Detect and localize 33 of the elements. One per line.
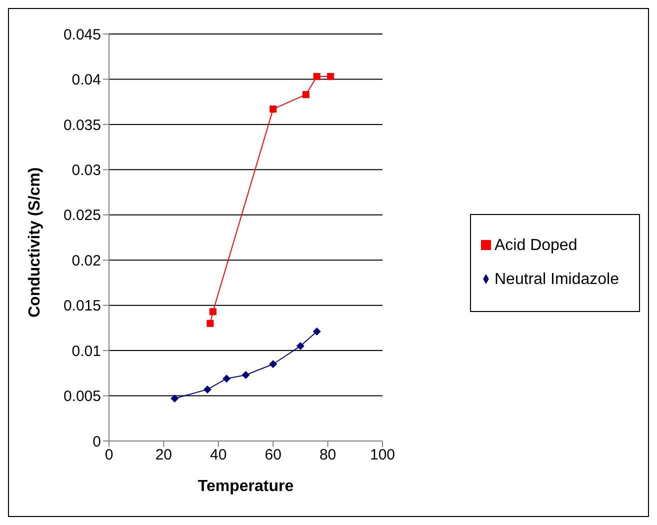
point <box>312 328 321 336</box>
x-tick-label: 0 <box>104 446 114 464</box>
point <box>313 73 320 80</box>
point <box>296 342 304 350</box>
x-axis-title: Temperature <box>198 478 294 495</box>
x-tick-label: 40 <box>210 446 227 464</box>
point <box>209 308 216 316</box>
legend-label: Acid Doped <box>494 236 578 254</box>
y-tick-label: 0.035 <box>63 116 101 134</box>
point <box>327 73 334 80</box>
y-tick-label: 0.025 <box>63 207 101 224</box>
y-tick-label: 0 <box>92 433 101 450</box>
point <box>270 106 277 113</box>
y-tick-label: 0.01 <box>72 342 101 360</box>
x-tick-label: 20 <box>155 446 172 464</box>
y-tick-label: 0.03 <box>72 162 101 179</box>
y-tick-label: 0.015 <box>63 298 101 315</box>
point <box>269 360 278 368</box>
point <box>302 91 310 98</box>
y-tick-label: 0.005 <box>63 388 101 406</box>
x-tick-label: 60 <box>264 446 282 464</box>
point <box>203 385 212 394</box>
y-tick-label: 0.02 <box>72 252 101 270</box>
y-axis-title: Conductivity (S/cm) <box>26 167 44 318</box>
x-tick-label: 100 <box>370 446 396 464</box>
point <box>242 370 250 379</box>
point <box>222 374 231 383</box>
point <box>206 320 214 327</box>
y-tick-label: 0.045 <box>63 26 101 44</box>
y-tick-label: 0.04 <box>72 72 101 89</box>
legend-label: Neutral Imidazole <box>494 270 619 288</box>
x-tick-label: 80 <box>319 446 336 464</box>
point <box>170 394 179 402</box>
